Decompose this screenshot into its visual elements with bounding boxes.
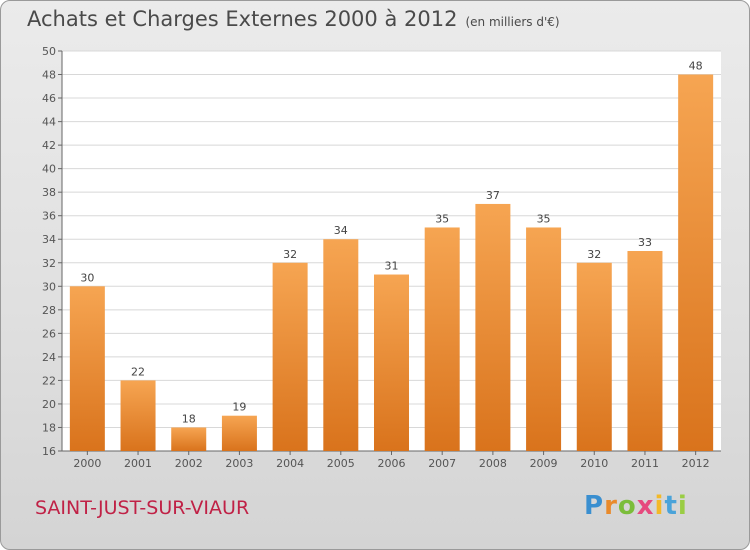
x-tick-label: 2004 xyxy=(276,457,304,470)
bar-value-label: 31 xyxy=(385,260,399,273)
x-tick-label: 2012 xyxy=(682,457,710,470)
bar xyxy=(526,227,562,451)
x-tick-label: 2000 xyxy=(73,457,101,470)
logo-letter: t xyxy=(664,491,678,521)
y-tick-label: 30 xyxy=(42,280,56,293)
bar xyxy=(576,262,612,451)
bar xyxy=(69,286,105,451)
logo-letter: r xyxy=(604,491,618,521)
bar-value-label: 32 xyxy=(587,248,601,261)
y-tick-label: 24 xyxy=(42,351,56,364)
y-tick-label: 50 xyxy=(42,45,56,58)
chart-title: Achats et Charges Externes 2000 à 2012 (e… xyxy=(27,7,560,31)
y-tick-label: 46 xyxy=(42,92,56,105)
bar-value-label: 18 xyxy=(182,412,196,425)
bar-value-label: 22 xyxy=(131,365,145,378)
bar xyxy=(627,251,663,451)
x-tick-label: 2009 xyxy=(530,457,558,470)
y-tick-label: 28 xyxy=(42,304,56,317)
bar-value-label: 48 xyxy=(689,60,703,73)
y-tick-label: 22 xyxy=(42,374,56,387)
y-tick-label: 44 xyxy=(42,116,56,129)
x-tick-label: 2003 xyxy=(225,457,253,470)
y-tick-label: 48 xyxy=(42,69,56,82)
logo-letter: P xyxy=(584,491,605,521)
bar-value-label: 34 xyxy=(334,224,348,237)
y-tick-label: 18 xyxy=(42,421,56,434)
bar xyxy=(424,227,460,451)
x-tick-label: 2006 xyxy=(378,457,406,470)
proxiti-logo: Proxiti xyxy=(584,491,688,521)
bar xyxy=(171,427,207,451)
x-tick-label: 2011 xyxy=(631,457,659,470)
bar xyxy=(678,74,714,451)
y-tick-label: 34 xyxy=(42,233,56,246)
y-tick-label: 38 xyxy=(42,186,56,199)
y-tick-label: 40 xyxy=(42,163,56,176)
bar xyxy=(323,239,359,451)
y-tick-label: 36 xyxy=(42,210,56,223)
logo-letter: x xyxy=(636,491,655,521)
logo-letter: i xyxy=(654,491,665,521)
commune-name: SAINT-JUST-SUR-VIAUR xyxy=(35,497,250,519)
x-tick-label: 2005 xyxy=(327,457,355,470)
bar-value-label: 33 xyxy=(638,236,652,249)
bar xyxy=(272,262,308,451)
chart-title-text: Achats et Charges Externes 2000 à 2012 xyxy=(27,7,458,31)
bar xyxy=(475,203,511,451)
bar-value-label: 37 xyxy=(486,189,500,202)
bar xyxy=(120,380,156,451)
bar-value-label: 35 xyxy=(435,212,449,225)
bar xyxy=(221,415,257,451)
x-tick-label: 2001 xyxy=(124,457,152,470)
chart-subtitle: (en milliers d'€) xyxy=(465,15,560,29)
x-tick-label: 2008 xyxy=(479,457,507,470)
bar-value-label: 35 xyxy=(537,212,551,225)
bar xyxy=(374,274,409,451)
bar-value-label: 19 xyxy=(232,401,246,414)
x-tick-label: 2007 xyxy=(428,457,456,470)
y-tick-label: 42 xyxy=(42,139,56,152)
x-tick-label: 2010 xyxy=(580,457,608,470)
y-tick-label: 32 xyxy=(42,257,56,270)
y-tick-label: 16 xyxy=(42,445,56,458)
logo-letter: o xyxy=(617,491,637,521)
y-tick-label: 20 xyxy=(42,398,56,411)
bar-value-label: 32 xyxy=(283,248,297,261)
logo-letter: i xyxy=(677,491,688,521)
y-tick-label: 26 xyxy=(42,327,56,340)
bar-value-label: 30 xyxy=(80,271,94,284)
x-tick-label: 2002 xyxy=(175,457,203,470)
